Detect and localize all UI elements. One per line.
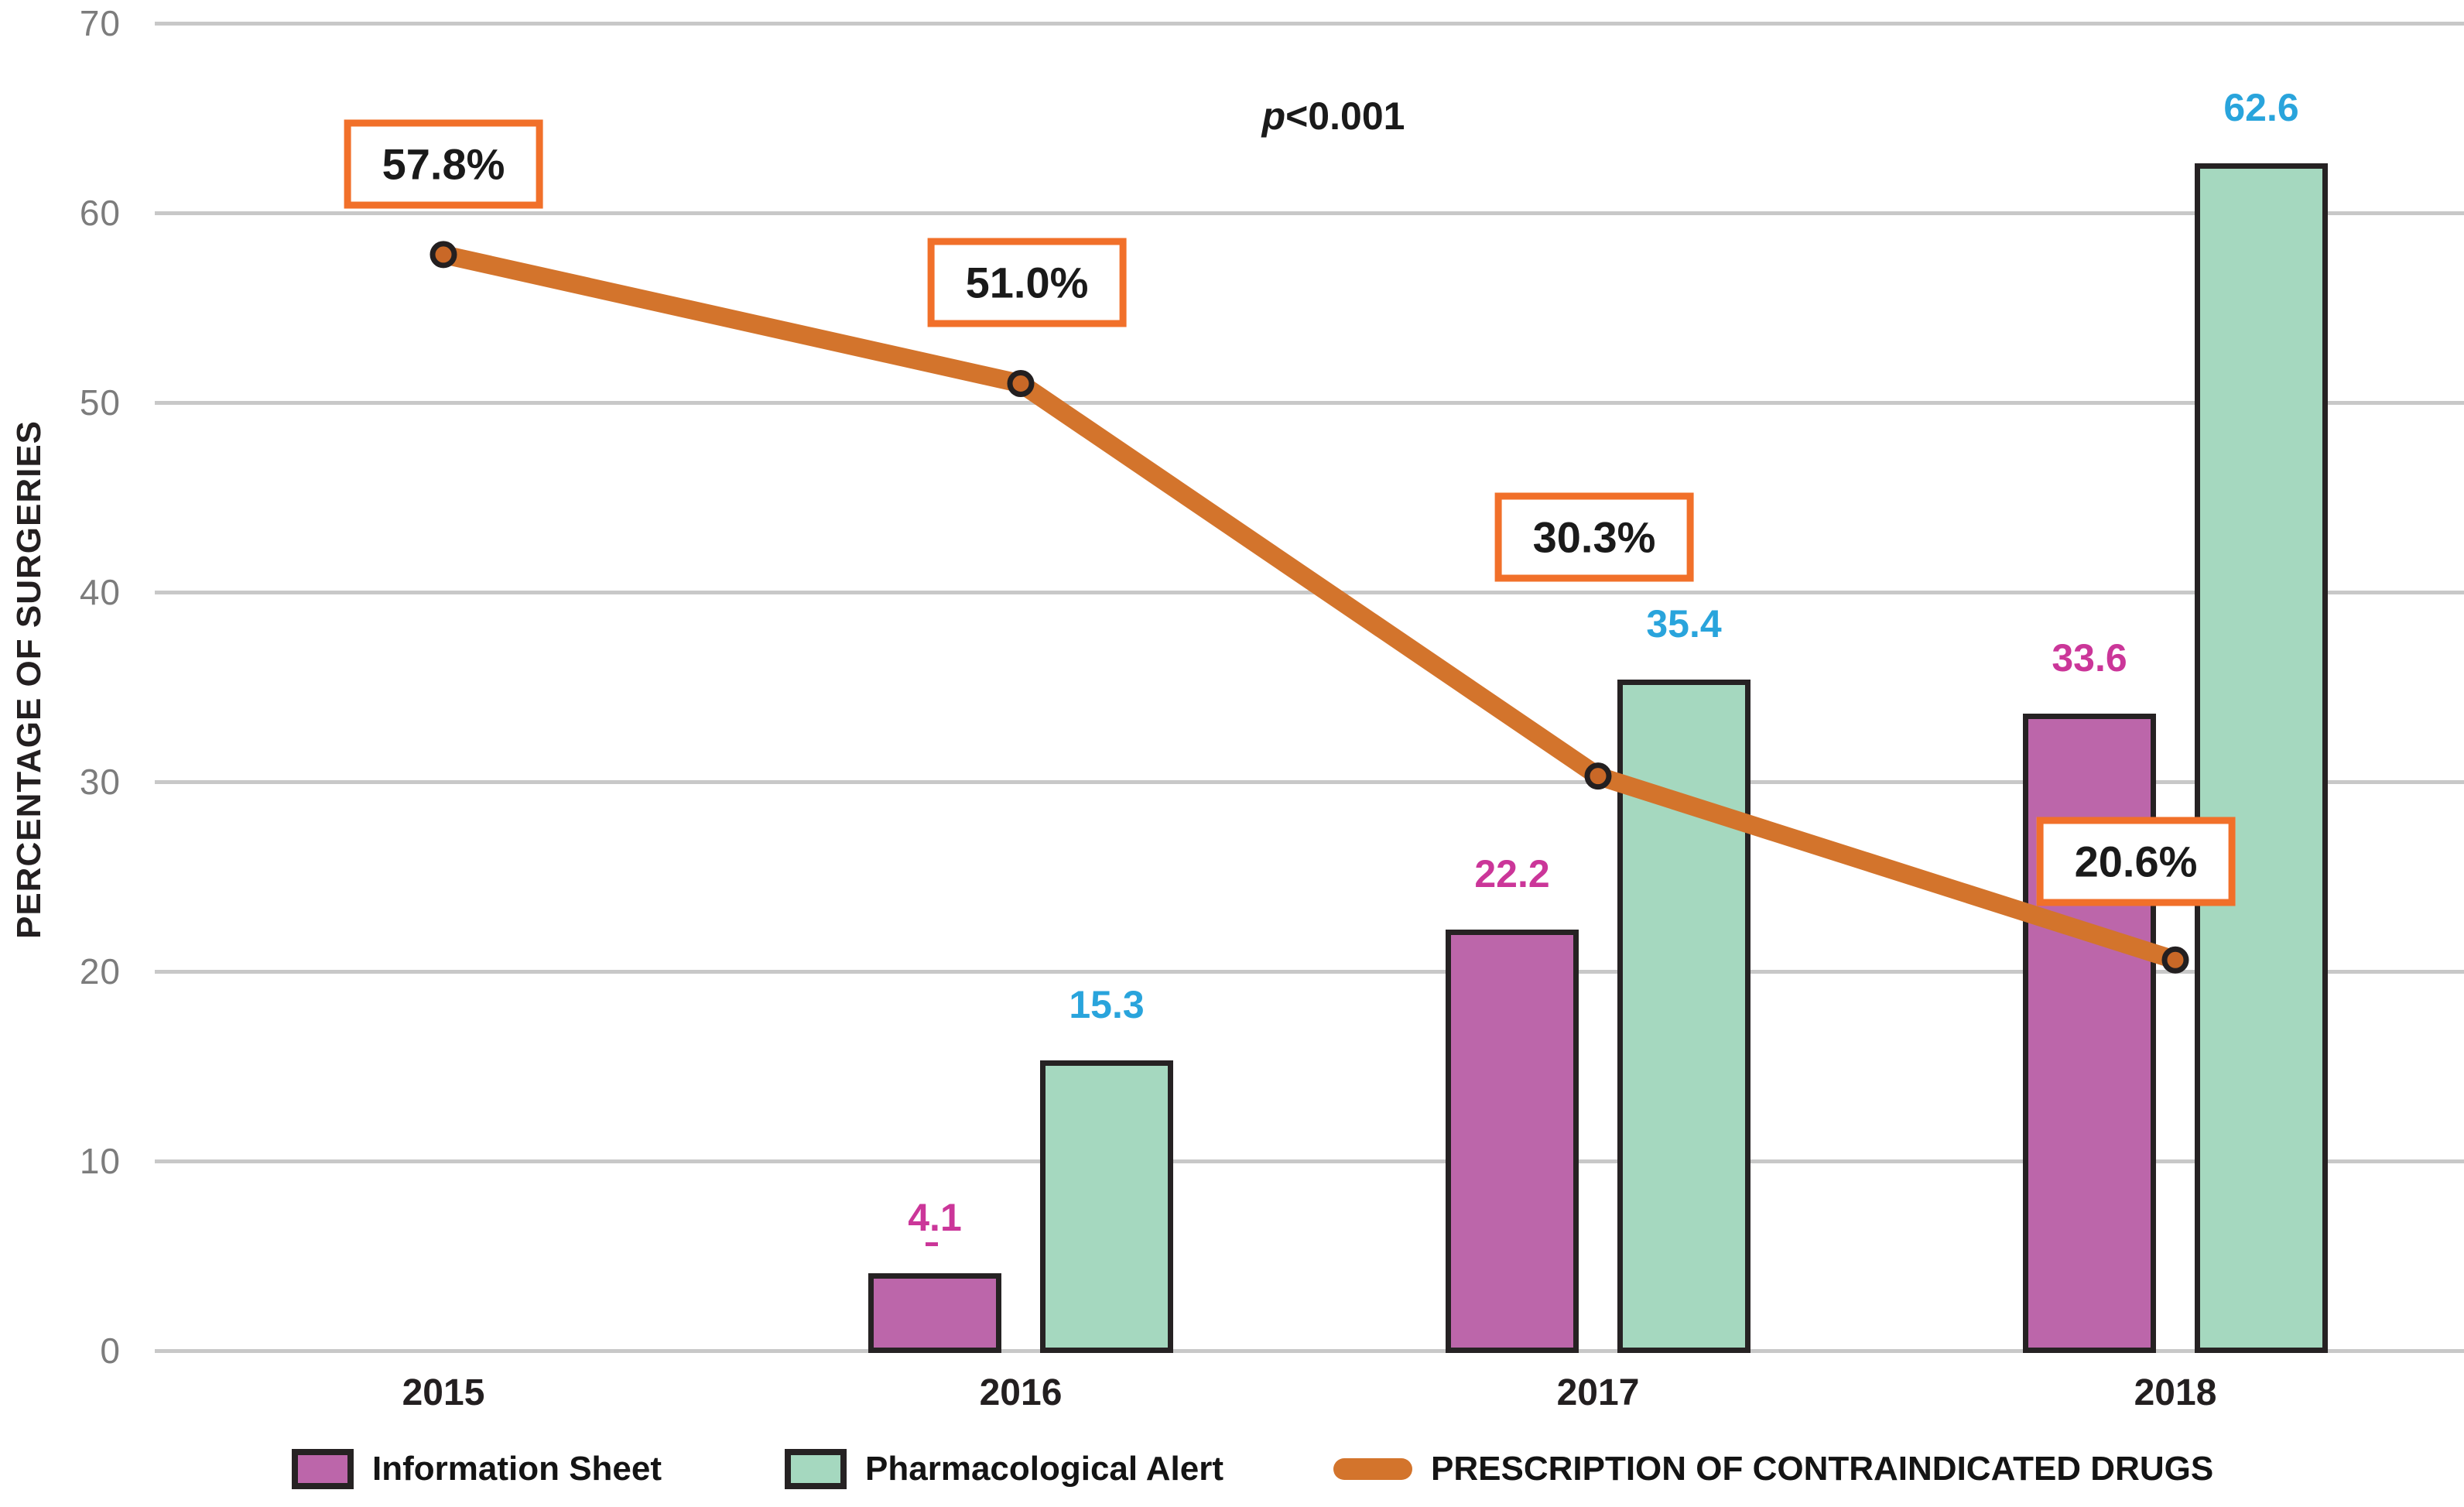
x-tick-label-2018: 2018 [2134, 1372, 2217, 1413]
bar-value-label-2017: 35.4 [1646, 601, 1722, 646]
gridline-10 [155, 1159, 2464, 1163]
gridline-40 [155, 591, 2464, 594]
legend-swatch-information-sheet [292, 1449, 354, 1489]
x-tick-label-2015: 2015 [402, 1372, 485, 1413]
p-value-prefix: p [1261, 94, 1286, 138]
legend-item-information-sheet: Information Sheet [292, 1440, 662, 1498]
bar-value-label-2017: 22.2 [1474, 852, 1550, 896]
legend-label-information-sheet: Information Sheet [372, 1450, 662, 1488]
line-value-box-2016: 51.0% [927, 238, 1127, 327]
trend-line [434, 245, 2185, 970]
x-tick-label-2017: 2017 [1556, 1372, 1640, 1413]
stray-mark [926, 1242, 938, 1246]
y-tick-label-30: 30 [79, 762, 121, 802]
y-tick-label-10: 10 [79, 1141, 121, 1181]
y-tick-label-50: 50 [79, 382, 121, 423]
bar-pharmacological-alert-2018 [2195, 163, 2328, 1353]
line-marker-2016 [1007, 370, 1035, 397]
legend-item-contraindicated-drugs: PRESCRIPTION OF CONTRAINDICATED DRUGS [1333, 1440, 2213, 1498]
bar-value-label-2016: 15.3 [1069, 983, 1145, 1027]
bar-information-sheet-2016 [868, 1272, 1001, 1353]
gridline-70 [155, 22, 2464, 26]
legend-swatch-contraindicated-drugs-line [1333, 1458, 1412, 1480]
y-tick-label-40: 40 [79, 572, 121, 612]
y-tick-label-70: 70 [79, 3, 121, 43]
line-marker-2017 [1584, 762, 1612, 790]
legend-label-pharmacological-alert: Pharmacological Alert [865, 1450, 1223, 1488]
bar-value-label-2018: 62.6 [2223, 86, 2299, 130]
y-tick-label-60: 60 [79, 193, 121, 233]
p-value-rest: <0.001 [1285, 94, 1405, 138]
gridline-0 [155, 1349, 2464, 1353]
bar-value-label-2016: 4.1 [908, 1195, 962, 1239]
p-value-annotation: p<0.001 [1262, 94, 1405, 139]
x-tick-label-2016: 2016 [979, 1372, 1063, 1413]
line-value-box-2015: 57.8% [344, 119, 543, 209]
gridline-20 [155, 970, 2464, 974]
bar-pharmacological-alert-2016 [1040, 1060, 1173, 1353]
legend-item-pharmacological-alert: Pharmacological Alert [785, 1440, 1223, 1498]
bar-information-sheet-2017 [1446, 930, 1579, 1353]
gridline-50 [155, 401, 2464, 405]
gridline-60 [155, 211, 2464, 215]
line-marker-2018 [2161, 946, 2189, 974]
line-value-box-2017: 30.3% [1494, 492, 1694, 582]
gridline-30 [155, 780, 2464, 784]
legend-label-contraindicated-drugs: PRESCRIPTION OF CONTRAINDICATED DRUGS [1431, 1450, 2214, 1488]
bar-value-label-2018: 33.6 [2052, 635, 2127, 680]
y-tick-label-0: 0 [100, 1331, 121, 1371]
y-tick-label-20: 20 [79, 951, 121, 992]
line-marker-2015 [429, 241, 457, 269]
legend-swatch-pharmacological-alert [785, 1449, 847, 1489]
line-value-box-2018: 20.6% [2036, 817, 2236, 906]
